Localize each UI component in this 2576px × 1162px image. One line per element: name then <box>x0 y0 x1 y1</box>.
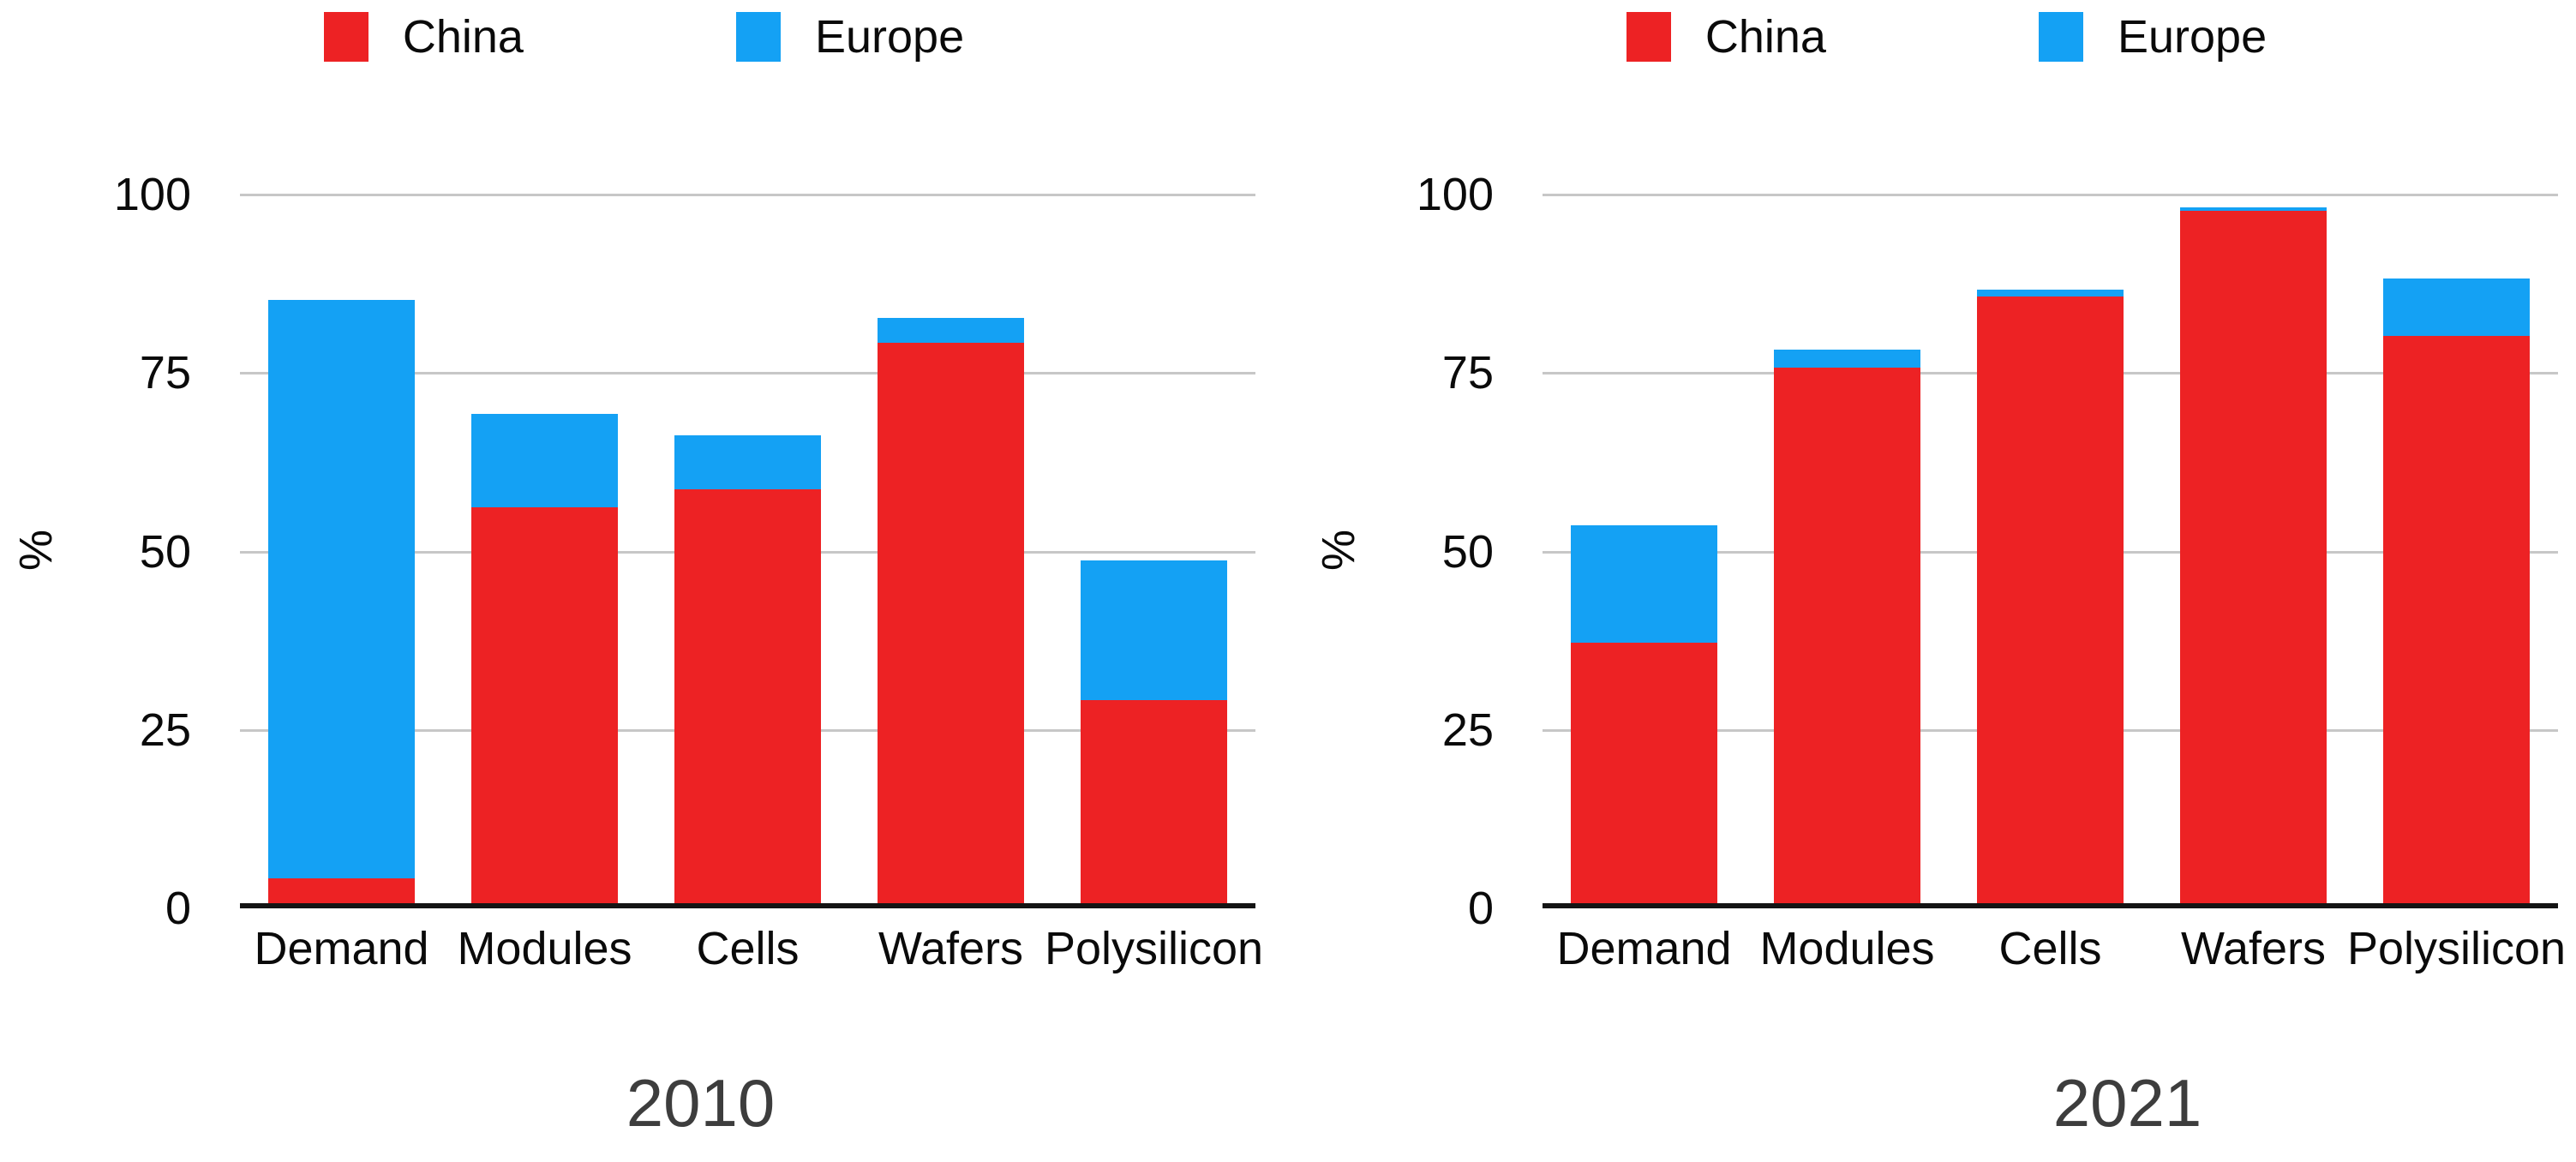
bar-segment-europe <box>1977 289 2124 296</box>
bar-2021-polysilicon <box>2383 279 2530 903</box>
bar-segment-europe <box>1571 524 1717 643</box>
x-axis-labels: Demand Modules Cells Wafers Polysilicon <box>1543 923 2566 985</box>
bar-segment-china <box>1571 642 1717 903</box>
y-tick-label-75: 75 <box>1441 347 1494 399</box>
bar-segment-europe <box>1081 560 1227 700</box>
legend-swatch-china <box>323 12 368 62</box>
y-tick-label-50: 50 <box>139 525 191 578</box>
x-category-label-polysilicon: Polysilicon <box>1044 923 1264 974</box>
y-axis: 0 25 50 75 100 <box>0 171 227 931</box>
chart-title: 2010 <box>626 1065 776 1141</box>
bar-segment-europe <box>2383 279 2530 336</box>
x-axis-labels: Demand Modules Cells Wafers Polysilicon <box>240 923 1263 985</box>
chart-2010: China Europe % 0 25 50 75 100 Demand Modules C… <box>0 12 1288 1141</box>
legend-label-china: China <box>1704 11 1826 63</box>
y-tick-label-0: 0 <box>1467 883 1494 934</box>
legend-item-europe: Europe <box>2038 11 2267 63</box>
legend-label-europe: Europe <box>814 11 965 63</box>
bar-2021-modules <box>1774 350 1920 903</box>
bar-segment-china <box>471 506 618 903</box>
y-tick-label-0: 0 <box>165 883 191 934</box>
bar-segment-china <box>1977 296 2124 903</box>
gridline-75 <box>240 372 1255 375</box>
legend-label-china: China <box>402 11 524 63</box>
bar-segment-europe <box>471 414 618 507</box>
y-tick-label-75: 75 <box>139 347 191 399</box>
legend-item-europe: Europe <box>735 11 965 63</box>
plot-area <box>240 194 1255 908</box>
x-category-label-demand: Demand <box>1556 923 1732 974</box>
y-tick-label-100: 100 <box>1416 169 1494 220</box>
y-axis: 0 25 50 75 100 <box>1303 171 1530 931</box>
legend: China Europe <box>0 12 1288 62</box>
bar-2021-demand <box>1571 524 1717 903</box>
legend: China Europe <box>1303 12 2576 62</box>
bar-segment-china <box>1081 699 1227 903</box>
chart-2021: China Europe % 0 25 50 75 100 Demand Modules C… <box>1303 0 2576 1162</box>
chart-title: 2021 <box>2052 1065 2202 1141</box>
y-tick-label-50: 50 <box>1441 525 1494 578</box>
legend-item-china: China <box>323 11 524 63</box>
x-category-label-modules: Modules <box>1759 923 1935 974</box>
y-tick-label-25: 25 <box>1441 704 1494 756</box>
bar-segment-china <box>674 488 821 903</box>
bar-2010-wafers <box>878 317 1024 903</box>
x-category-label-wafers: Wafers <box>2180 923 2327 974</box>
bar-2010-modules <box>471 414 618 903</box>
bar-segment-europe <box>1774 350 1920 368</box>
plot-area <box>1543 194 2558 908</box>
bar-segment-china <box>268 877 415 903</box>
bar-2021-cells <box>1977 289 2124 903</box>
bar-2010-polysilicon <box>1081 560 1227 903</box>
x-category-label-modules: Modules <box>457 923 632 974</box>
y-tick-label-100: 100 <box>113 169 191 220</box>
bar-segment-china <box>2383 335 2530 903</box>
x-category-label-demand: Demand <box>254 923 429 974</box>
bar-segment-europe <box>268 300 415 878</box>
bar-2010-demand <box>268 300 415 903</box>
bar-segment-china <box>878 343 1024 903</box>
bar-segment-europe <box>2180 207 2327 211</box>
legend-swatch-europe <box>735 12 781 62</box>
x-category-label-cells: Cells <box>1998 923 2102 974</box>
bar-2021-wafers <box>2180 207 2327 903</box>
gridline-100 <box>1543 194 2558 196</box>
bar-2010-cells <box>674 435 821 903</box>
legend-label-europe: Europe <box>2117 11 2267 63</box>
legend-swatch-china <box>1626 12 1671 62</box>
legend-swatch-europe <box>2038 12 2083 62</box>
x-category-label-cells: Cells <box>696 923 800 974</box>
bar-segment-china <box>1774 368 1920 903</box>
bar-segment-china <box>2180 211 2327 903</box>
bar-segment-europe <box>674 435 821 489</box>
y-tick-label-25: 25 <box>139 704 191 756</box>
gridline-100 <box>240 194 1255 196</box>
x-category-label-polysilicon: Polysilicon <box>2346 923 2567 974</box>
bar-segment-europe <box>878 317 1024 344</box>
x-category-label-wafers: Wafers <box>878 923 1024 974</box>
legend-item-china: China <box>1626 12 1826 62</box>
